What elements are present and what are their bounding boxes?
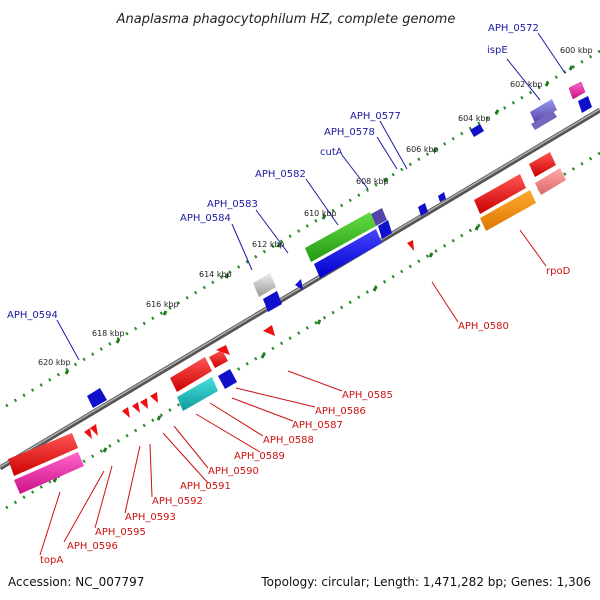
gene-arrow[interactable]: [8, 433, 78, 476]
gene-label[interactable]: topA: [40, 555, 63, 566]
gene-label[interactable]: APH_0590: [208, 466, 259, 477]
gene-label[interactable]: APH_0592: [152, 496, 203, 507]
gene-arrow[interactable]: [418, 203, 428, 216]
genome-info-text: Topology: circular; Length: 1,471,282 bp…: [260, 575, 591, 589]
gene-label[interactable]: APH_0593: [125, 512, 176, 523]
gene-arrow[interactable]: [218, 369, 237, 389]
kbp-label: 618 kbp: [92, 329, 125, 338]
gene-label[interactable]: APH_0578: [324, 127, 375, 138]
gene-arrow[interactable]: [263, 291, 282, 312]
upper-major-ticks: [64, 65, 574, 375]
gene-arrow[interactable]: [474, 174, 526, 214]
gene-label[interactable]: APH_0583: [207, 199, 258, 210]
gene-label[interactable]: ispE: [487, 45, 508, 56]
gene-arrow[interactable]: [535, 168, 566, 195]
gene-label[interactable]: APH_0586: [315, 406, 366, 417]
gene-arrow[interactable]: [295, 279, 303, 290]
kbp-label: 602 kbp: [510, 80, 543, 89]
gene-label[interactable]: rpoD: [546, 266, 571, 277]
gene-arrow[interactable]: [177, 377, 218, 411]
genome-backbone: [0, 107, 600, 471]
gene-arrow[interactable]: [305, 212, 376, 262]
gene-arrow[interactable]: [84, 428, 92, 439]
gene-label[interactable]: APH_0587: [292, 420, 343, 431]
gene-arrow[interactable]: [150, 392, 158, 403]
kbp-label: 610 kbp: [304, 209, 337, 218]
gene-arrow[interactable]: [209, 350, 228, 368]
gene-arrow[interactable]: [216, 345, 230, 355]
bottom-gene-labels: rpoD APH_0580 APH_0585 APH_0586 APH_0587…: [40, 266, 571, 566]
kbp-label: 616 kbp: [146, 300, 179, 309]
gene-label[interactable]: APH_0572: [488, 23, 539, 34]
gene-arrow[interactable]: [438, 192, 446, 202]
gene-arrow[interactable]: [90, 424, 98, 436]
gene-arrow[interactable]: [529, 152, 556, 177]
gene-arrow[interactable]: [253, 273, 276, 297]
kbp-label: 608 kbp: [356, 177, 389, 186]
genes: [8, 81, 592, 494]
gene-label[interactable]: APH_0582: [255, 169, 306, 180]
gene-arrow[interactable]: [378, 220, 392, 239]
gene-label[interactable]: cutA: [320, 147, 343, 158]
gene-arrow[interactable]: [122, 407, 130, 418]
top-leaders: [56, 32, 566, 361]
gene-arrow[interactable]: [140, 398, 148, 409]
kbp-label: 600 kbp: [560, 46, 593, 55]
gene-label[interactable]: APH_0588: [263, 435, 314, 446]
gene-label[interactable]: APH_0580: [458, 321, 509, 332]
bottom-leaders: [39, 229, 547, 556]
gene-label[interactable]: APH_0596: [67, 541, 118, 552]
gene-label[interactable]: APH_0595: [95, 527, 146, 538]
accession-text: Accession: NC_007797: [8, 575, 144, 589]
kbp-label: 606 kbp: [406, 145, 439, 154]
gene-arrow[interactable]: [578, 96, 592, 113]
kbp-label: 612 kbp: [252, 240, 285, 249]
gene-arrow[interactable]: [132, 402, 140, 413]
kbp-label: 604 kbp: [458, 114, 491, 123]
gene-label[interactable]: APH_0577: [350, 111, 401, 122]
gene-arrow[interactable]: [314, 229, 382, 278]
gene-arrow[interactable]: [14, 452, 84, 494]
diagram-title: Anaplasma phagocytophilum HZ, complete g…: [116, 12, 456, 27]
kbp-labels: 600 kbp 602 kbp 604 kbp 606 kbp 608 kbp …: [38, 46, 593, 367]
gene-arrow[interactable]: [371, 208, 387, 226]
gene-label[interactable]: APH_0591: [180, 481, 231, 492]
gene-arrow[interactable]: [530, 99, 557, 123]
gene-label[interactable]: APH_0589: [234, 451, 285, 462]
kbp-label: 620 kbp: [38, 358, 71, 367]
gene-arrow[interactable]: [170, 357, 212, 392]
gene-arrow[interactable]: [87, 388, 107, 408]
gene-label[interactable]: APH_0585: [342, 390, 393, 401]
gene-arrow[interactable]: [263, 325, 275, 336]
gene-arrow[interactable]: [470, 124, 484, 137]
kbp-label: 614 kbp: [199, 270, 232, 279]
gene-arrow[interactable]: [568, 81, 586, 100]
top-gene-labels: APH_0572 ispE APH_0577 APH_0578 cutA APH…: [7, 23, 539, 321]
gene-arrow[interactable]: [480, 190, 536, 231]
gene-arrow[interactable]: [407, 240, 414, 251]
gene-label[interactable]: APH_0584: [180, 213, 231, 224]
gene-label[interactable]: APH_0594: [7, 310, 58, 321]
gene-arrow[interactable]: [531, 111, 557, 130]
upper-tick-row: [5, 49, 600, 408]
